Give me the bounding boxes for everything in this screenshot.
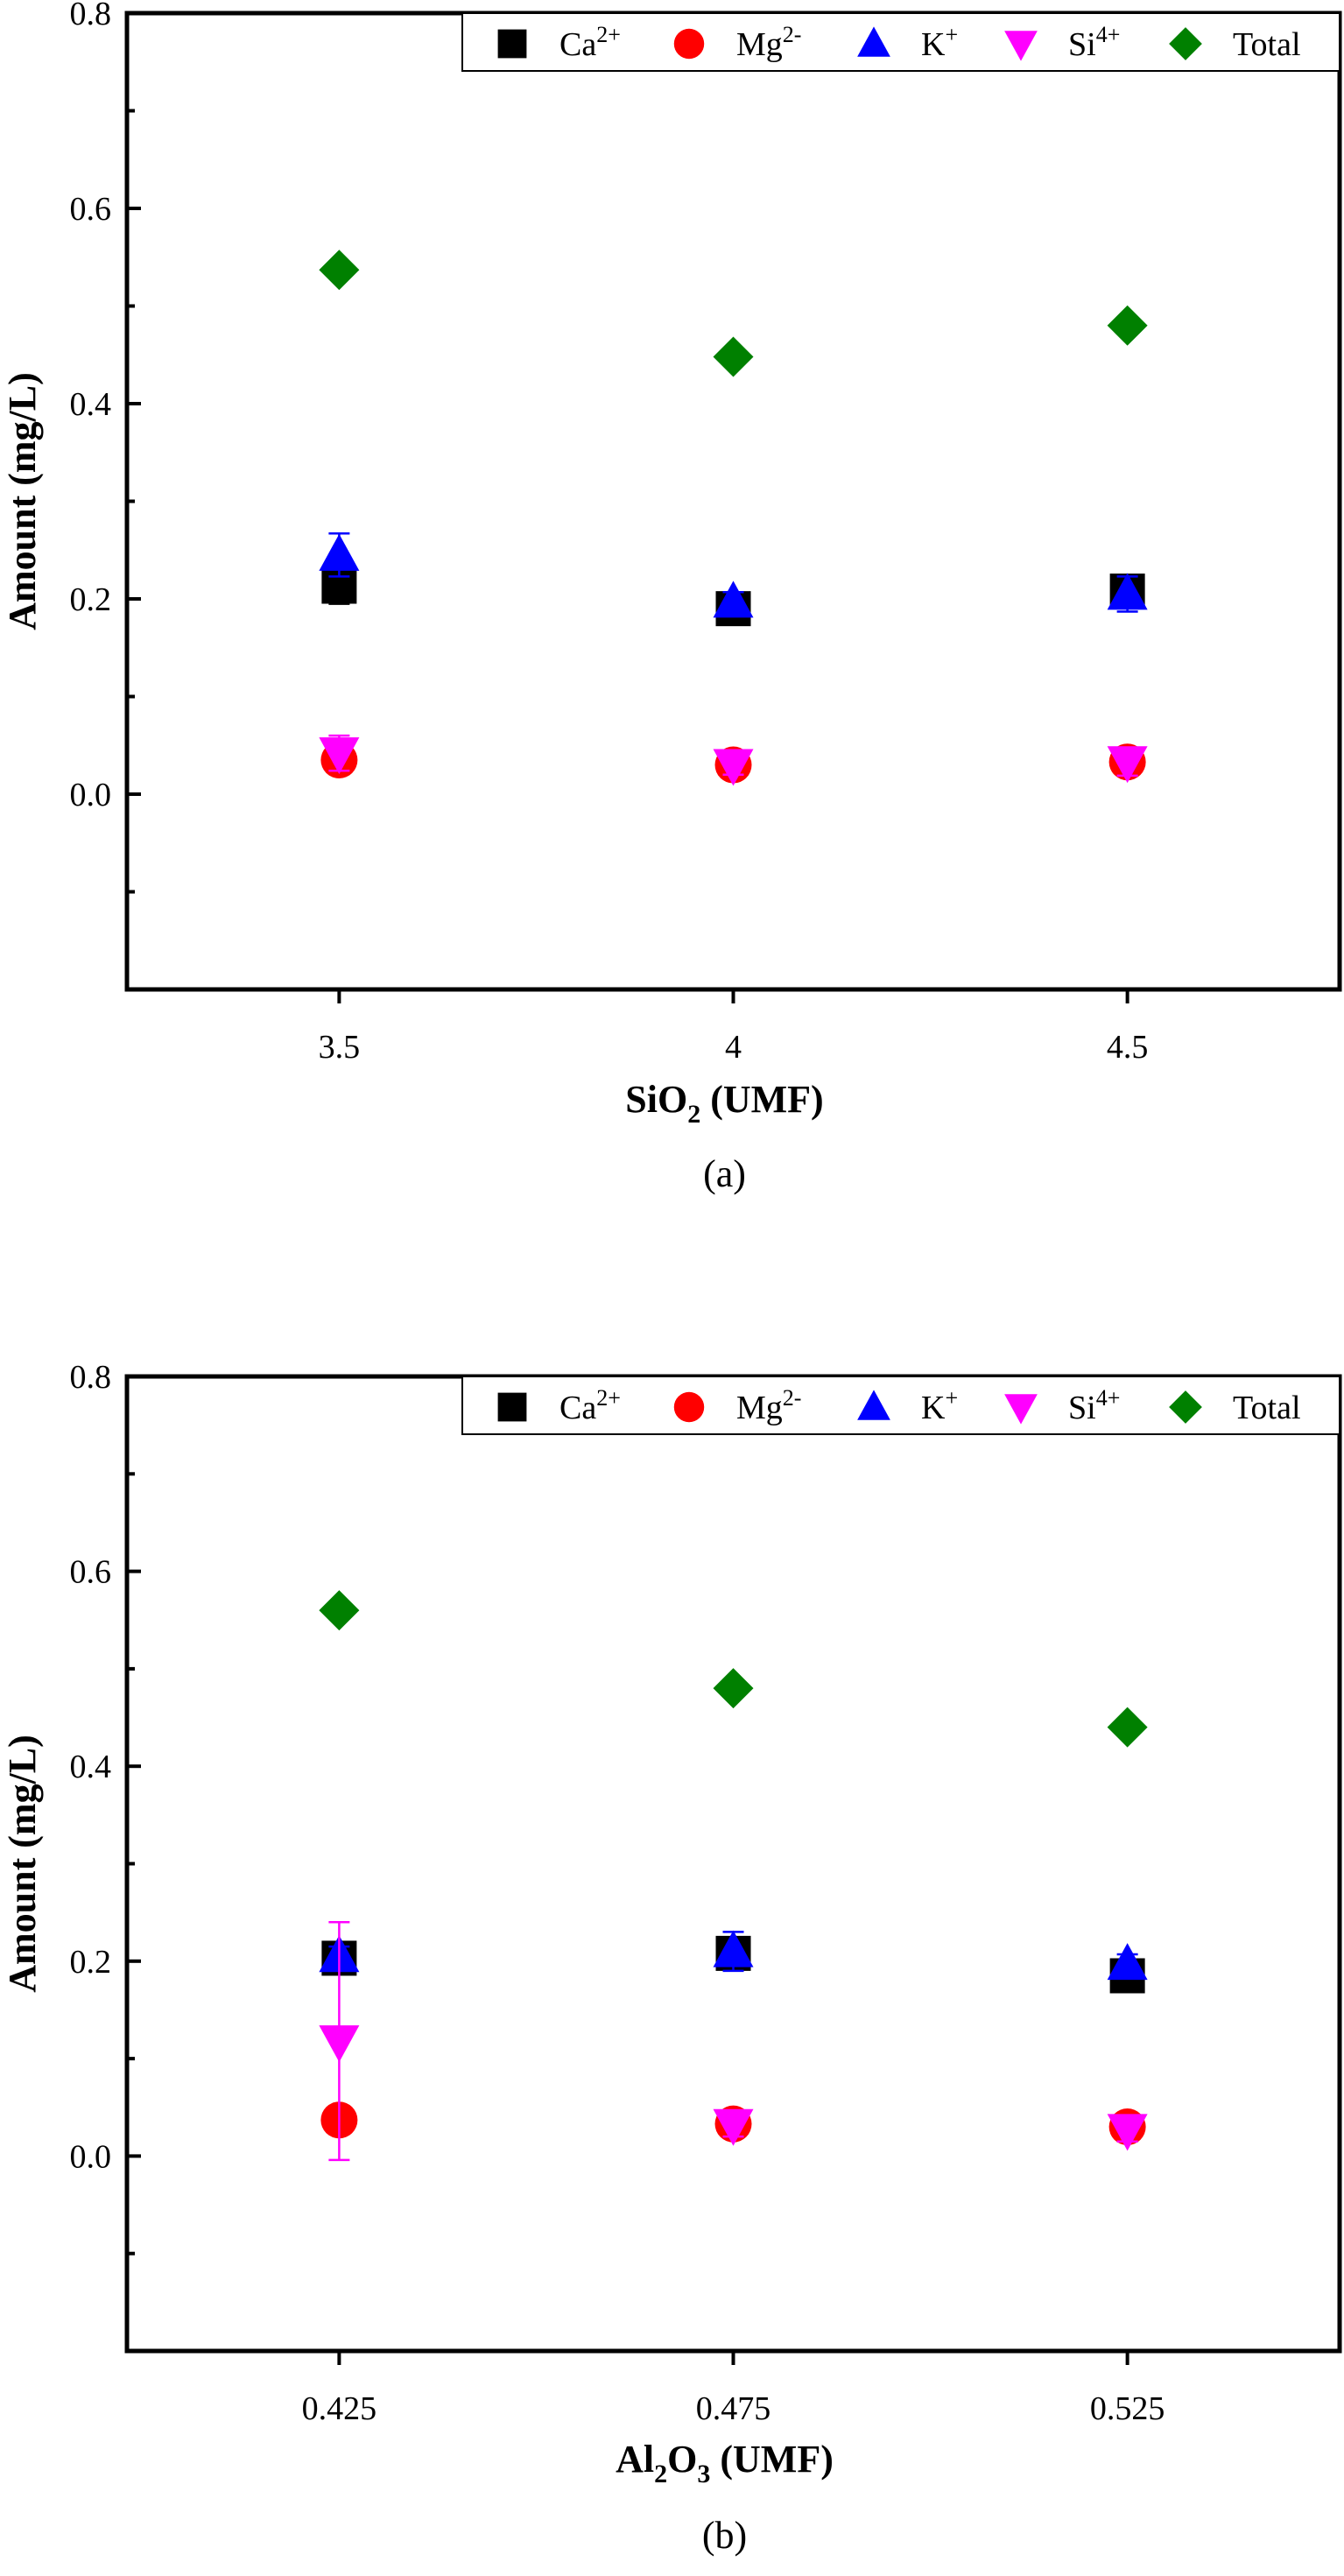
plot-frame [124, 11, 1342, 992]
legend-marker-mg [673, 1391, 705, 1423]
legend-label-total: Total [1233, 26, 1301, 63]
x-tick-label: 0.525 [1090, 2390, 1165, 2427]
data-point-si [1107, 746, 1148, 784]
legend-marker-total [1169, 1390, 1202, 1424]
data-point-total [319, 1590, 360, 1631]
data-point-si [713, 2108, 754, 2146]
plot-frame [124, 1374, 1342, 2354]
data-point-total [713, 1668, 754, 1709]
legend-label-mg: Mg2- [736, 1385, 801, 1426]
legend: Ca2+ Mg2- K+ Si4+ Total [461, 12, 1340, 72]
legend-marker-ca [497, 29, 527, 59]
y-axis-title: Amount (mg/L) [1, 1735, 44, 1993]
y-tick-label: 0.4 [70, 386, 112, 423]
legend-marker-si [1004, 31, 1038, 61]
legend-marker-ca [497, 1392, 527, 1422]
data-point-si [713, 749, 754, 786]
x-tick-label: 3.5 [319, 1029, 361, 1066]
legend-label-k: K+ [921, 1385, 958, 1426]
data-point-k [1107, 573, 1148, 610]
x-tick-label: 4 [725, 1029, 742, 1066]
legend-label-ca: Ca2+ [559, 22, 621, 63]
legend-marker-mg [673, 28, 705, 60]
legend-label-si: Si4+ [1068, 22, 1120, 63]
y-tick-label: 0.6 [70, 191, 112, 228]
y-tick-label: 0.4 [70, 1749, 112, 1785]
legend-marker-k [857, 26, 890, 57]
data-point-si [1107, 2114, 1148, 2151]
legend-label-total: Total [1233, 1390, 1301, 1426]
data-point-si [319, 737, 360, 775]
x-axis-title: SiO2 (UMF) [625, 1078, 823, 1129]
data-point-total [713, 336, 754, 377]
data-point-k [713, 581, 754, 618]
y-tick-label: 0.2 [70, 581, 112, 618]
data-point-si [319, 2025, 360, 2063]
x-tick-label: 4.5 [1107, 1029, 1149, 1066]
panel-a-chart: 0.0 0.2 0.4 0.6 0.8 3.5 4 4.5 Amount (mg/L) SiO2 … [1, 0, 1342, 1195]
legend: Ca2+ Mg2- K+ Si4+ Total [461, 1376, 1340, 1435]
x-axis-title: Al2O3 (UMF) [616, 2438, 834, 2488]
data-point-k [319, 533, 360, 571]
legend-label-si: Si4+ [1068, 1385, 1120, 1426]
y-axis-title: Amount (mg/L) [1, 372, 44, 630]
legend-label-ca: Ca2+ [559, 1385, 621, 1426]
y-tick-label: 0.2 [70, 1944, 112, 1981]
panel-b-chart: 0.0 0.2 0.4 0.6 0.8 0.425 0.475 0.525 Amount (mg… [1, 1359, 1342, 2557]
data-point-total [1107, 1707, 1148, 1748]
y-tick-label: 0.0 [70, 777, 112, 813]
y-tick-label: 0.8 [70, 1359, 112, 1396]
y-tick-label: 0.0 [70, 2138, 112, 2175]
data-point-total [1107, 305, 1148, 346]
x-tick-label: 0.475 [696, 2390, 771, 2427]
legend-marker-total [1169, 27, 1202, 60]
y-tick-label: 0.6 [70, 1554, 112, 1591]
legend-label-k: K+ [921, 22, 958, 63]
legend-marker-k [857, 1390, 890, 1420]
legend-marker-si [1004, 1394, 1038, 1425]
data-point-k [1107, 1943, 1148, 1981]
panel-label: (a) [703, 1152, 746, 1195]
panel-label: (b) [702, 2514, 747, 2557]
x-tick-label: 0.425 [302, 2390, 377, 2427]
data-point-k [713, 1930, 754, 1967]
data-point-total [319, 250, 360, 291]
y-tick-label: 0.8 [70, 0, 112, 32]
legend-label-mg: Mg2- [736, 22, 801, 63]
